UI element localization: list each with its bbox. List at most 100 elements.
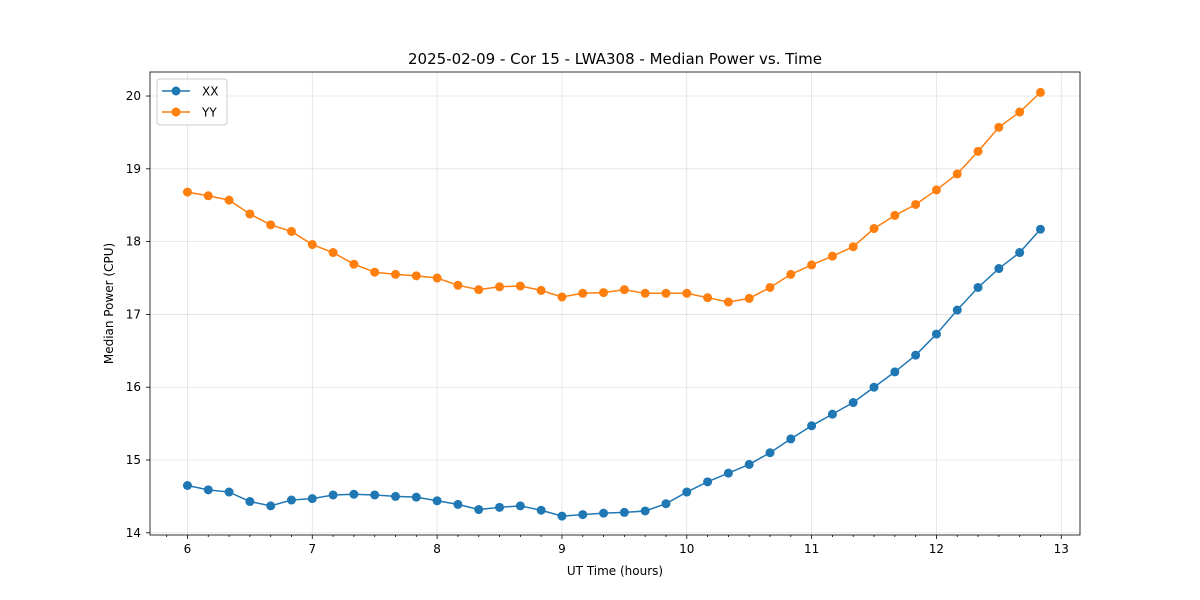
data-point-yy: [973, 146, 983, 156]
data-point-xx: [973, 282, 983, 292]
data-point-xx: [245, 497, 255, 507]
data-point-yy: [952, 169, 962, 179]
data-point-yy: [619, 285, 629, 295]
legend: XX YY: [156, 78, 228, 126]
x-tick-label: 12: [929, 542, 944, 556]
data-point-yy: [640, 288, 650, 298]
data-point-xx: [474, 505, 484, 515]
data-point-yy: [307, 240, 317, 250]
data-point-yy: [557, 292, 567, 302]
data-point-yy: [599, 288, 609, 298]
data-point-xx: [890, 367, 900, 377]
data-point-xx: [931, 329, 941, 339]
y-tick-label: 14: [126, 526, 141, 540]
data-point-yy: [682, 288, 692, 298]
data-point-xx: [286, 495, 296, 505]
data-point-yy: [203, 191, 213, 201]
data-point-yy: [869, 224, 879, 234]
data-point-yy: [578, 288, 588, 298]
x-axis-label: UT Time (hours): [567, 564, 663, 578]
y-tick-label: 20: [126, 89, 141, 103]
data-point-xx: [765, 448, 775, 458]
data-point-yy: [328, 248, 338, 258]
data-point-yy: [286, 226, 296, 236]
x-tick-label: 6: [184, 542, 192, 556]
data-point-xx: [557, 511, 567, 521]
data-point-xx: [578, 510, 588, 520]
legend-marker-yy: [171, 107, 181, 117]
data-point-yy: [911, 199, 921, 209]
data-point-yy: [245, 209, 255, 219]
data-point-xx: [599, 508, 609, 518]
data-point-yy: [931, 185, 941, 195]
data-point-xx: [848, 398, 858, 408]
data-point-yy: [1015, 107, 1025, 117]
legend-label-xx: XX: [202, 85, 218, 99]
data-point-xx: [224, 487, 234, 497]
data-point-xx: [703, 477, 713, 487]
data-point-xx: [432, 496, 442, 506]
data-point-yy: [474, 285, 484, 295]
data-point-yy: [848, 242, 858, 252]
data-point-xx: [911, 350, 921, 360]
x-tick-label: 8: [433, 542, 441, 556]
data-point-yy: [744, 293, 754, 303]
chart-title: 2025-02-09 - Cor 15 - LWA308 - Median Po…: [408, 50, 822, 68]
data-point-xx: [266, 501, 276, 511]
data-point-xx: [411, 492, 421, 502]
data-point-xx: [640, 506, 650, 516]
data-point-xx: [182, 480, 192, 490]
y-tick-label: 19: [126, 162, 141, 176]
x-tick-label: 9: [558, 542, 566, 556]
y-axis-label: Median Power (CPU): [102, 243, 116, 364]
data-point-yy: [495, 282, 505, 292]
data-point-xx: [391, 491, 401, 501]
data-point-yy: [411, 271, 421, 281]
grid: [150, 72, 1080, 535]
data-point-xx: [1015, 248, 1025, 258]
data-point-xx: [349, 489, 359, 499]
axes-frame: [149, 71, 1081, 536]
y-tick-label: 15: [126, 453, 141, 467]
data-point-yy: [661, 288, 671, 298]
data-point-yy: [266, 220, 276, 230]
data-point-xx: [453, 499, 463, 509]
data-point-yy: [536, 285, 546, 295]
data-point-yy: [370, 267, 380, 277]
axis-ticks: 6 7 8 9 10 11 12 13 14 15 16 17 18 19 20: [126, 89, 1069, 556]
y-tick-label: 18: [126, 235, 141, 249]
y-tick-label: 16: [126, 380, 141, 394]
data-point-yy: [453, 280, 463, 290]
data-point-yy: [827, 251, 837, 261]
x-tick-label: 11: [804, 542, 819, 556]
data-point-xx: [328, 490, 338, 500]
data-point-yy: [182, 187, 192, 197]
data-point-yy: [807, 260, 817, 270]
data-point-yy: [786, 269, 796, 279]
data-point-yy: [391, 269, 401, 279]
x-tick-label: 7: [308, 542, 316, 556]
data-point-xx: [723, 468, 733, 478]
data-point-xx: [869, 382, 879, 392]
data-point-yy: [432, 273, 442, 283]
data-point-xx: [952, 305, 962, 315]
data-point-yy: [890, 210, 900, 220]
data-point-xx: [619, 507, 629, 517]
data-point-xx: [370, 490, 380, 500]
data-point-xx: [827, 409, 837, 419]
data-point-xx: [744, 459, 754, 469]
y-tick-label: 17: [126, 307, 141, 321]
data-point-xx: [786, 434, 796, 444]
x-tick-label: 13: [1054, 542, 1069, 556]
data-point-yy: [723, 297, 733, 307]
data-point-yy: [1035, 87, 1045, 97]
data-point-xx: [203, 485, 213, 495]
plot-series: [182, 87, 1045, 521]
data-point-xx: [807, 421, 817, 431]
data-point-yy: [515, 281, 525, 291]
data-point-xx: [536, 505, 546, 515]
x-tick-label: 10: [679, 542, 694, 556]
data-point-yy: [224, 195, 234, 205]
legend-marker-xx: [171, 86, 181, 96]
